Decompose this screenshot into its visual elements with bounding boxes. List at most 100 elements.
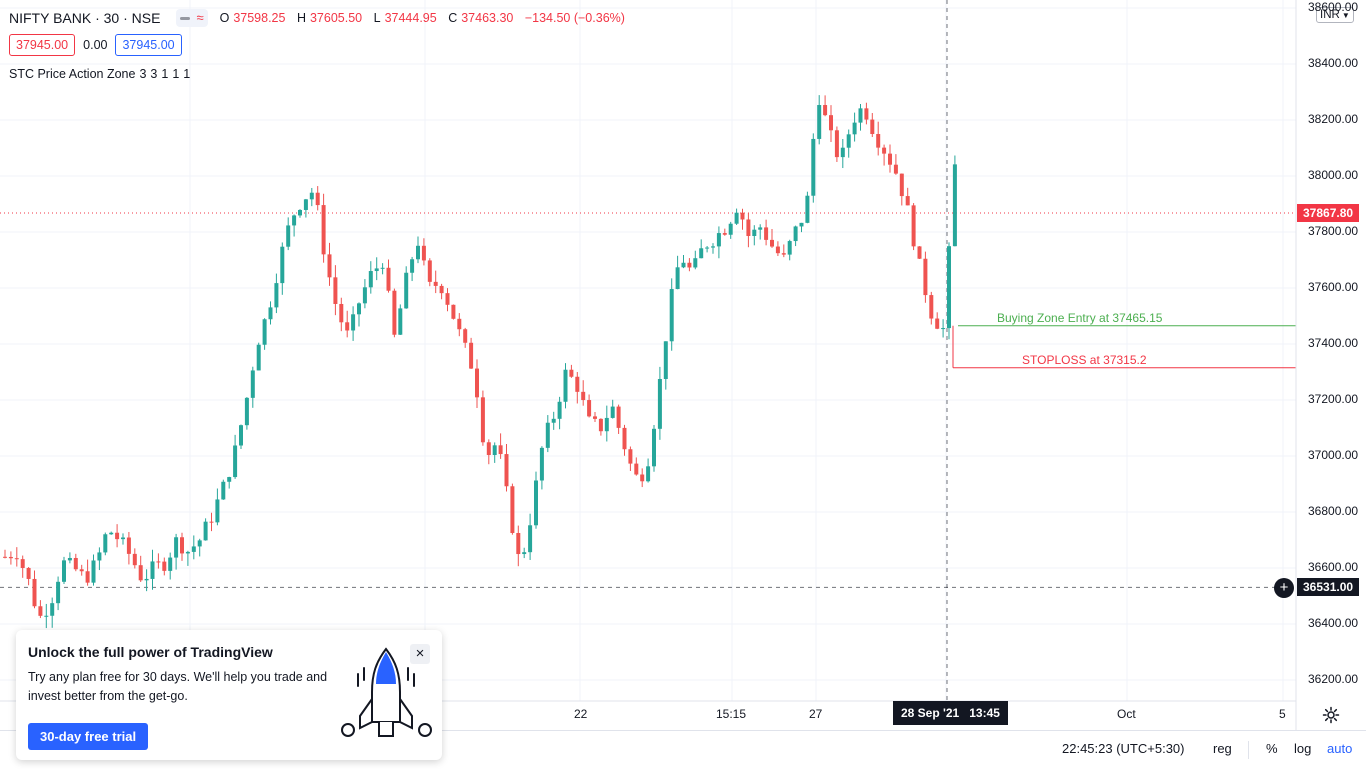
candlestick-series (3, 95, 957, 629)
promo-title: Unlock the full power of TradingView (28, 644, 273, 660)
wave-icon[interactable]: ≈ (196, 10, 204, 25)
candle-body (132, 553, 137, 566)
candle-body (681, 262, 686, 268)
candle-body (905, 196, 910, 206)
candle-body (357, 303, 361, 315)
candle-body (368, 271, 373, 288)
candle-body (174, 537, 179, 558)
add-alert-plus-icon[interactable]: + (1274, 578, 1294, 598)
candle-body (870, 119, 875, 135)
candle-body (817, 105, 822, 139)
low-value: 37444.95 (384, 11, 437, 25)
candle-body (162, 561, 167, 571)
candle-body (882, 147, 887, 154)
candle-body (121, 537, 125, 540)
candle-body (545, 422, 550, 448)
time-axis-label: 5 (1279, 707, 1286, 721)
candle-body (191, 546, 196, 552)
promo-popup: Unlock the full power of TradingView Try… (16, 630, 442, 760)
candle-body (947, 246, 951, 329)
candle-body (451, 304, 456, 319)
candle-body (421, 245, 426, 261)
candle-body (321, 205, 326, 255)
candle-body (864, 108, 869, 120)
candle-body (268, 307, 273, 320)
candle-body (256, 344, 261, 371)
candle-body (876, 134, 881, 148)
candle-body (298, 209, 302, 216)
candle-body (392, 290, 397, 335)
free-trial-button[interactable]: 30-day free trial (28, 723, 149, 750)
price-axis-label: 38000.00 (1308, 168, 1359, 182)
sell-button[interactable]: 37945.00 (9, 34, 76, 56)
candle-body (227, 477, 232, 482)
candle-body (303, 199, 308, 210)
high-value: 37605.50 (309, 11, 363, 25)
candle-body (180, 537, 184, 554)
candle-body (67, 557, 72, 561)
indicator-param: 1 (172, 67, 180, 81)
gear-icon[interactable] (1322, 706, 1340, 724)
buy-zone-label: Buying Zone Entry at 37465.15 (997, 310, 1163, 325)
candle-body (126, 537, 131, 554)
candle-body (50, 603, 55, 616)
candle-body (492, 445, 497, 455)
clock-time[interactable]: 22:45:23 (UTC+5:30) (1062, 741, 1185, 756)
price-axis-label: 36800.00 (1308, 504, 1359, 518)
candle-body (852, 122, 857, 135)
candle-body (244, 397, 249, 426)
close-key: C (448, 11, 458, 25)
close-icon[interactable]: × (410, 644, 430, 664)
open-key: O (219, 11, 230, 25)
symbol-name[interactable]: NIFTY BANK · 30 · NSE (9, 10, 161, 26)
candle-body (439, 285, 444, 294)
candle-body (416, 245, 420, 260)
time-axis-label: 15:15 (716, 707, 747, 721)
indicator-param: 1 (161, 67, 169, 81)
crosshair-price-tag: 36531.00 (1297, 578, 1360, 597)
candle-body (475, 368, 479, 398)
promo-description: Try any plan free for 30 days. We'll hel… (28, 670, 328, 703)
candle-body (669, 289, 674, 342)
candle-body (634, 463, 639, 475)
candle-body (834, 130, 839, 158)
indicator-param: 3 (139, 67, 147, 81)
candle-body (79, 569, 84, 572)
candle-body (327, 254, 332, 278)
candle-body (734, 212, 739, 224)
currency-select[interactable]: INR ▼ (1316, 7, 1354, 23)
percent-scale-toggle[interactable]: % (1266, 741, 1278, 756)
auto-scale-toggle[interactable]: auto (1327, 741, 1353, 756)
candle-body (941, 328, 946, 330)
candle-body (657, 378, 662, 429)
log-scale-toggle[interactable]: log (1294, 741, 1312, 756)
last-price-tag: 37867.80 (1297, 204, 1360, 223)
candle-body (280, 246, 285, 284)
time-axis-label: Oct (1117, 707, 1136, 721)
price-axis-label: 37200.00 (1308, 392, 1359, 406)
indicator-legend[interactable]: STC Price Action Zone 3 3 1 1 1 (9, 67, 194, 81)
buy-button[interactable]: 37945.00 (115, 34, 182, 56)
candle-body (185, 551, 190, 554)
candle-body (823, 105, 828, 116)
candle-body (203, 521, 208, 541)
candle-body (893, 164, 898, 174)
legend-toggle-pills[interactable]: ≈ (176, 9, 208, 27)
candle-body (693, 258, 698, 268)
candle-body (534, 480, 538, 526)
candle-body (3, 556, 7, 558)
candle-body (616, 406, 621, 428)
crosshair-time: 13:45 (969, 706, 1000, 720)
candle-body (622, 427, 627, 450)
candle-body (345, 322, 350, 331)
candle-body (339, 303, 344, 323)
session-reg[interactable]: reg (1213, 741, 1232, 756)
minus-icon[interactable] (180, 16, 191, 20)
crosshair-date-label: 28 Sep '21 13:45 (893, 701, 1008, 725)
candle-body (716, 233, 721, 247)
candle-body (917, 246, 922, 259)
price-axis-label: 38200.00 (1308, 112, 1359, 126)
candle-body (604, 417, 609, 432)
candle-body (811, 138, 816, 196)
